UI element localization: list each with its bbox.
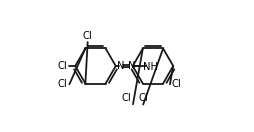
Text: NH: NH <box>142 62 157 72</box>
Text: Cl: Cl <box>83 30 92 41</box>
Text: Cl: Cl <box>121 93 131 103</box>
Text: Cl: Cl <box>138 93 148 103</box>
Text: Cl: Cl <box>57 79 67 89</box>
Text: N: N <box>127 61 135 71</box>
Text: N: N <box>117 61 124 71</box>
Text: Cl: Cl <box>171 79 181 89</box>
Text: Cl: Cl <box>57 61 67 71</box>
